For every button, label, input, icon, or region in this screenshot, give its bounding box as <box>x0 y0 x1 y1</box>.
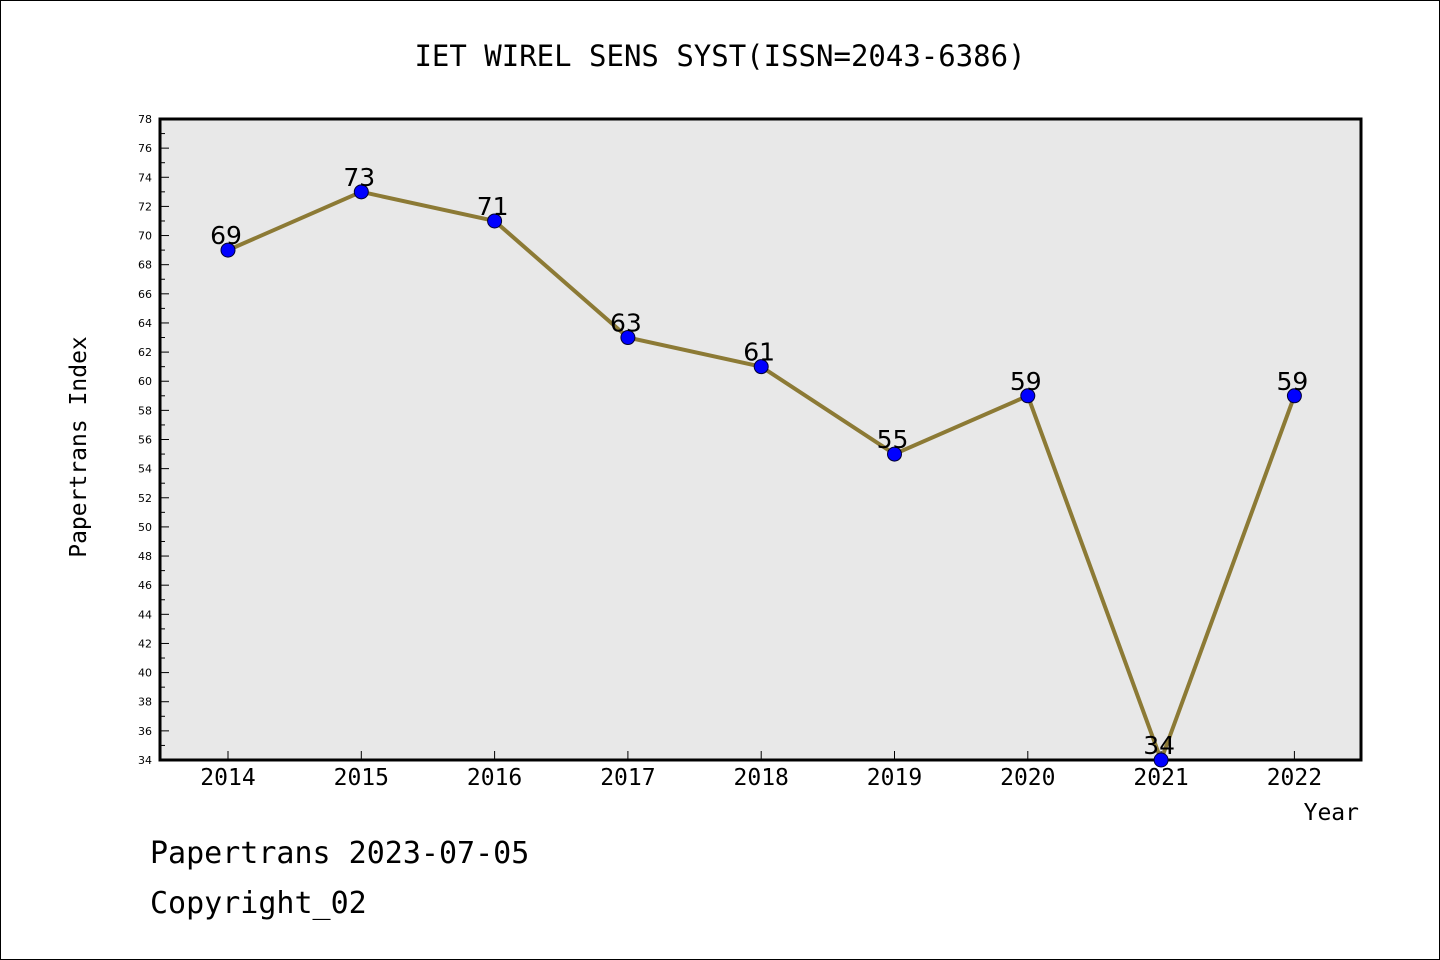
y-tick-label: 50 <box>138 521 152 534</box>
x-axis-label: Year <box>1304 800 1359 826</box>
y-tick-label: 76 <box>138 142 152 155</box>
y-tick-label: 44 <box>138 608 152 621</box>
x-axis: 2014 2015 2016 2017 2018 2019 2020 2021 2022 <box>200 751 1322 791</box>
data-point <box>487 213 503 229</box>
y-tick-label: 62 <box>138 346 152 359</box>
data-label: 73 <box>343 163 375 192</box>
data-point <box>620 330 636 346</box>
data-point <box>220 242 236 258</box>
x-tick-label: 2022 <box>1267 765 1322 791</box>
data-label: 59 <box>1276 367 1308 396</box>
x-tick-label: 2018 <box>734 765 789 791</box>
x-tick-label: 2019 <box>867 765 922 791</box>
data-label: 59 <box>1010 367 1042 396</box>
series-layer: 69 73 71 63 61 55 59 34 59 <box>210 163 1308 768</box>
data-point <box>887 446 902 462</box>
y-axis-label: Papertrans Index <box>66 336 92 558</box>
footer-copyright: Copyright_02 <box>150 886 367 921</box>
data-label: 71 <box>477 192 509 221</box>
data-label: 34 <box>1143 731 1175 760</box>
data-point <box>1153 752 1169 768</box>
chart-title: IET WIREL SENS SYST(ISSN=2043-6386) <box>414 39 1025 73</box>
y-tick-label: 60 <box>138 375 152 388</box>
y-tick-label: 78 <box>138 113 152 126</box>
y-tick-label: 64 <box>138 317 152 330</box>
y-tick-label: 38 <box>138 696 152 709</box>
y-tick-label: 40 <box>138 667 152 680</box>
x-tick-label: 2015 <box>334 765 389 791</box>
data-point <box>1020 388 1036 404</box>
x-tick-label: 2014 <box>200 765 255 791</box>
x-tick-label: 2016 <box>467 765 522 791</box>
y-tick-label: 68 <box>138 259 152 272</box>
y-tick-label: 56 <box>138 434 152 447</box>
data-label: 61 <box>743 338 775 367</box>
x-tick-label: 2021 <box>1133 765 1188 791</box>
data-label: 69 <box>210 221 242 250</box>
y-tick-label: 66 <box>138 288 152 301</box>
y-tick-label: 52 <box>138 492 152 505</box>
y-tick-label: 48 <box>138 550 152 563</box>
data-label: 63 <box>610 309 642 338</box>
x-tick-label: 2017 <box>600 765 655 791</box>
data-label: 55 <box>877 425 909 454</box>
footer-date: Papertrans 2023-07-05 <box>150 836 530 871</box>
y-axis: 34 36 38 40 42 44 46 48 50 52 54 56 58 60 62 64 66 68 70 72… <box>138 113 169 767</box>
data-point <box>753 359 769 375</box>
plot-area <box>158 117 1363 762</box>
y-tick-label: 70 <box>138 230 152 243</box>
y-tick-label: 42 <box>138 637 152 650</box>
y-tick-label: 72 <box>138 200 152 213</box>
y-tick-label: 58 <box>138 404 152 417</box>
y-tick-label: 46 <box>138 579 152 592</box>
data-point <box>353 184 369 200</box>
data-point <box>1286 388 1302 404</box>
y-tick-label: 54 <box>138 463 152 476</box>
x-tick-label: 2020 <box>1000 765 1055 791</box>
y-tick-label: 34 <box>138 754 152 767</box>
y-tick-label: 36 <box>138 725 152 738</box>
y-tick-label: 74 <box>138 171 152 184</box>
